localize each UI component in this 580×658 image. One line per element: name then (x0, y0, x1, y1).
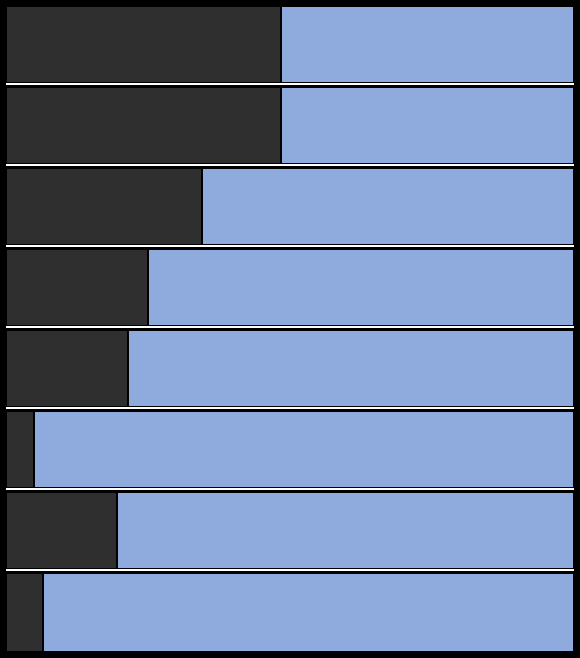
bar-segment-dark (6, 492, 117, 569)
bar-row (6, 492, 574, 571)
bar-segment-blue (43, 573, 574, 652)
bar-segment-blue (281, 6, 574, 83)
bar-row (6, 6, 574, 85)
bar-segment-dark (6, 249, 148, 326)
bar-row (6, 330, 574, 409)
bar-row (6, 573, 574, 652)
bar-segment-dark (6, 573, 43, 652)
stacked-bar-chart (0, 0, 580, 658)
bar-segment-blue (148, 249, 574, 326)
bar-row (6, 168, 574, 247)
bar-row (6, 411, 574, 490)
bar-segment-dark (6, 330, 128, 407)
bar-segment-blue (202, 168, 574, 245)
bar-segment-dark (6, 6, 281, 83)
bar-segment-blue (281, 87, 574, 164)
bar-segment-blue (117, 492, 574, 569)
bar-segment-dark (6, 411, 34, 488)
bar-row (6, 249, 574, 328)
bar-segment-blue (128, 330, 574, 407)
bar-segment-blue (34, 411, 574, 488)
bar-segment-dark (6, 87, 281, 164)
bar-segment-dark (6, 168, 202, 245)
bar-row (6, 87, 574, 166)
